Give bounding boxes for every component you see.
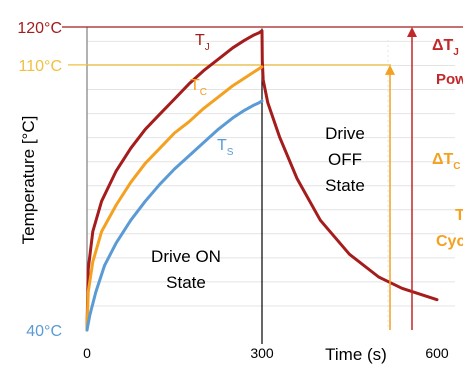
side-label: ΔTC [432,151,461,172]
y-axis-label: Temperature [°C] [19,116,38,245]
state-label-line: Drive ON [151,247,221,266]
delta-tj-arrow-head [407,27,417,37]
series-label-ts: TS [217,137,234,158]
delta-arrows [385,27,417,330]
y-tick-label: 110°C [19,58,62,75]
state-label-line: State [166,273,206,292]
series-line-ts [85,99,264,332]
x-tick-label: 300 [250,345,274,361]
state-label-line: State [325,176,365,195]
x-tick-label: 0 [83,345,91,361]
side-label: Pow [436,71,463,88]
side-label: T [455,207,463,224]
y-tick-label: 40°C [26,323,62,340]
series-label-tj: TJ [195,32,210,53]
x-axis-label: Time (s) [325,345,387,364]
chart-text: Temperature [°C] Time (s) 40°C 110°C 120°C… [17,20,463,364]
state-label-line: OFF [328,150,362,169]
side-label: Cyc [436,233,463,250]
delta-tc-arrow-head [385,64,395,75]
series-label-tc: TC [190,77,207,98]
series-lines [85,29,439,332]
series-line-tj [85,29,439,332]
x-tick-label: 600 [425,345,449,361]
series-line-tc [85,65,264,332]
state-label-line: Drive [325,124,365,143]
side-label: ΔTJ [432,37,459,58]
y-tick-label: 120°C [17,20,62,37]
